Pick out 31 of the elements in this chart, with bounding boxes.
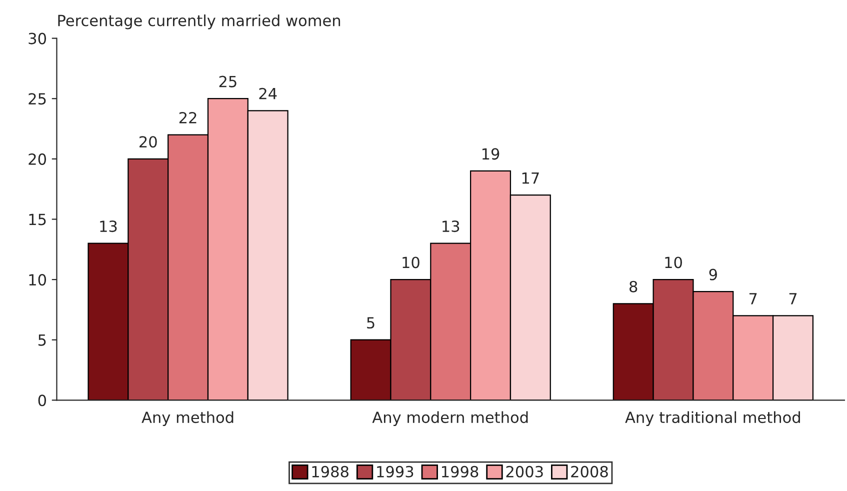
data-label: 19 (482, 148, 500, 160)
data-label: 5 (367, 317, 374, 329)
data-label: 7 (749, 293, 757, 304)
legend-label: 1988 (312, 466, 348, 478)
legend-label: 1998 (442, 466, 478, 478)
y-axis-title: Percentage currently married women (58, 14, 340, 30)
legend-label: 2008 (571, 466, 608, 478)
data-label: 25 (219, 76, 236, 88)
y-tick-label: 20 (28, 153, 46, 165)
data-label: 20 (140, 136, 157, 148)
x-tick-label: Any modern method (372, 411, 528, 426)
data-label: 10 (402, 256, 420, 268)
data-label: 17 (522, 172, 539, 184)
data-label: 13 (442, 220, 460, 232)
x-tick-label: Any method (142, 411, 234, 426)
y-tick-label: 10 (29, 274, 46, 286)
legend-label: 1993 (377, 466, 414, 478)
data-label: 7 (789, 293, 797, 304)
legend-label: 2003 (506, 466, 543, 478)
data-label: 13 (100, 220, 117, 232)
data-label: 9 (709, 268, 717, 280)
y-tick-label: 0 (38, 394, 46, 406)
data-label: 24 (259, 88, 277, 100)
data-label: 8 (630, 280, 638, 292)
x-tick-label: Any traditional method (625, 411, 800, 426)
data-label: 10 (665, 256, 682, 268)
data-label: 22 (179, 112, 196, 124)
y-tick-label: 25 (28, 93, 46, 105)
y-tick-label: 5 (38, 334, 46, 346)
y-tick-label: 15 (29, 214, 46, 226)
y-tick-label: 30 (28, 32, 46, 44)
